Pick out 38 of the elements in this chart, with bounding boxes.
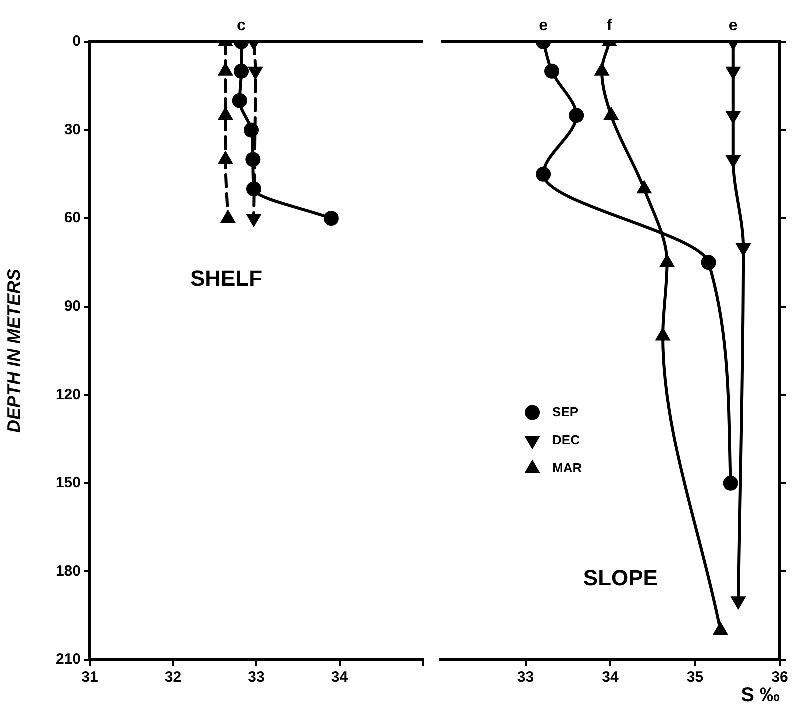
annotation: e <box>728 17 738 34</box>
x-tick-label: 34 <box>331 669 349 686</box>
y-tick-label: 120 <box>56 386 81 404</box>
x-tick-label: 33 <box>248 669 265 686</box>
point <box>536 166 552 182</box>
point <box>723 476 738 491</box>
annotation: SHELF <box>190 266 263 291</box>
x-tick-label: 36 <box>772 669 788 686</box>
y-tick-label: 0 <box>72 33 81 50</box>
x-axis-title: S ‰ <box>741 684 780 707</box>
point <box>714 623 728 636</box>
y-tick-label: 90 <box>64 298 81 315</box>
y-tick-label: 30 <box>64 121 81 138</box>
legend-label: SEP <box>552 404 579 420</box>
point <box>544 64 560 79</box>
x-tick-label: 33 <box>517 669 534 686</box>
point <box>656 328 670 341</box>
point <box>569 108 584 124</box>
y-tick-label: 60 <box>64 210 81 227</box>
x-tick-label: 31 <box>82 669 98 686</box>
point <box>701 255 716 270</box>
annotation: f <box>606 17 613 34</box>
point <box>736 244 750 256</box>
point <box>726 155 740 168</box>
legend-label: MAR <box>552 460 583 476</box>
point <box>726 111 740 124</box>
y-tick-label: 180 <box>56 562 81 580</box>
point <box>726 66 740 79</box>
x-tick-label: 34 <box>602 669 620 686</box>
annotation: c <box>237 17 246 34</box>
y-axis-title: DEPTH IN METERS <box>4 268 24 434</box>
y-tick-label: 150 <box>56 474 81 492</box>
legend-label: DEC <box>552 432 581 448</box>
annotation: SLOPE <box>583 566 658 591</box>
x-tick-label: 35 <box>686 669 704 686</box>
y-tick-label: 210 <box>56 651 81 668</box>
annotation: e <box>539 17 548 34</box>
x-tick-label: 32 <box>164 669 182 686</box>
